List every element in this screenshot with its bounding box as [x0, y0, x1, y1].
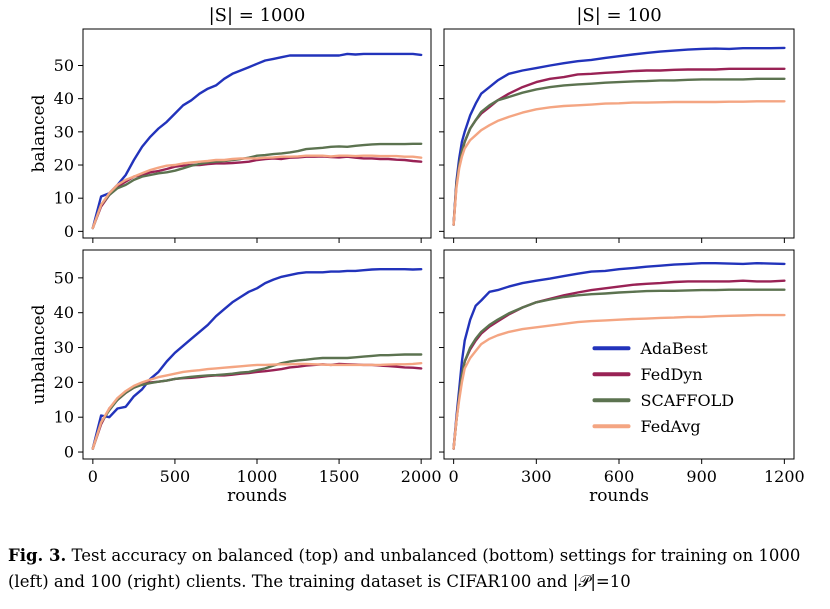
x-tick-label: 1500: [319, 467, 360, 486]
y-tick-label: 0: [64, 222, 74, 241]
x-tick-label: 0: [88, 467, 98, 486]
figure-caption: Fig. 3. Test accuracy on balanced (top) …: [8, 543, 823, 595]
series-line-feddyn: [91, 362, 423, 450]
series-line-adabest: [452, 262, 786, 450]
panel-balanced-1000: 0 10 20 30 40 50 |S| = 1000 balanced: [29, 5, 432, 243]
x-tick-label: 600: [604, 467, 635, 486]
series-line-adabest: [91, 52, 423, 230]
legend: AdaBest FedDyn SCAFFOLD FedAvg: [592, 339, 735, 436]
legend-label-feddyn: FedDyn: [641, 365, 703, 384]
series-line-scaffold: [452, 288, 786, 450]
x-tick-label: 1200: [764, 467, 805, 486]
y-tick-label: 10: [54, 408, 74, 427]
x-axis-label: rounds: [227, 486, 287, 506]
x-tick-label: 2000: [401, 467, 442, 486]
legend-label-fedavg: FedAvg: [641, 417, 701, 436]
y-tick-label: 10: [54, 189, 74, 208]
x-tick-label: 1000: [237, 467, 278, 486]
y-tick-label: 50: [54, 268, 74, 287]
caption-text: Test accuracy on balanced (top) and unba…: [8, 546, 801, 591]
y-tick-label: 0: [64, 443, 74, 462]
y-tick-label: 30: [54, 122, 74, 141]
series-line-adabest: [452, 46, 786, 226]
series-line-adabest: [91, 268, 423, 450]
y-tick-label: 40: [54, 89, 74, 108]
legend-label-adabest: AdaBest: [640, 339, 709, 358]
series-line-fedavg: [452, 100, 786, 226]
series-line-feddyn: [452, 279, 786, 450]
series-line-feddyn: [452, 67, 786, 226]
series-line-scaffold: [91, 142, 423, 230]
y-tick-label: 40: [54, 303, 74, 322]
caption-label: Fig. 3.: [8, 546, 67, 565]
legend-label-scaffold: SCAFFOLD: [641, 391, 735, 410]
panel-title: |S| = 100: [576, 5, 661, 26]
x-tick-label: 0: [449, 467, 459, 486]
x-tick-label: 300: [521, 467, 552, 486]
panel-balanced-100: |S| = 100: [439, 5, 795, 243]
y-tick-label: 30: [54, 338, 74, 357]
series-line-fedavg: [452, 313, 786, 450]
x-tick-label: 500: [160, 467, 191, 486]
y-axis-label: unbalanced: [29, 304, 49, 404]
panel-title: |S| = 1000: [209, 5, 306, 26]
panel-frame: [443, 28, 795, 239]
series-line-fedavg: [91, 154, 423, 230]
series-line-feddyn: [91, 155, 423, 230]
series-line-scaffold: [91, 353, 423, 450]
y-tick-label: 20: [54, 373, 74, 392]
x-axis-label: rounds: [589, 486, 649, 506]
x-tick-label: 900: [686, 467, 717, 486]
series-line-scaffold: [452, 77, 786, 226]
y-axis-label: balanced: [29, 94, 49, 172]
panel-frame: [82, 28, 432, 239]
y-tick-label: 50: [54, 56, 74, 75]
series-line-fedavg: [91, 362, 423, 450]
panel-unbalanced-100: 0 300 600 900 1200 rounds: [439, 249, 805, 506]
y-tick-label: 20: [54, 156, 74, 175]
